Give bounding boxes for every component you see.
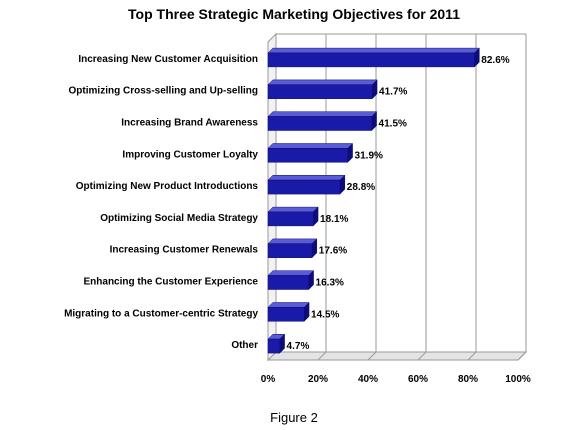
bar <box>267 84 373 99</box>
category-label: Improving Customer Loyalty <box>122 149 258 160</box>
gridline-floor <box>367 351 377 361</box>
bar-top <box>267 206 319 213</box>
bar-value-label: 16.3% <box>316 278 344 289</box>
bar-value-label: 14.5% <box>311 309 339 320</box>
bar-top <box>267 302 310 308</box>
bar <box>267 52 475 68</box>
bar <box>267 211 314 227</box>
bar-value-label: 17.6% <box>319 246 347 257</box>
gridline-floor <box>467 351 477 361</box>
bar <box>267 179 341 195</box>
bar-top <box>267 111 378 117</box>
bar-value-label: 41.5% <box>379 119 407 130</box>
bar <box>267 275 309 290</box>
bar <box>267 307 305 322</box>
figure-caption: Figure 2 <box>270 410 318 425</box>
x-tick-label: 60% <box>408 374 428 385</box>
category-label: Increasing Customer Renewals <box>110 245 259 256</box>
category-label: Optimizing Social Media Strategy <box>100 213 258 224</box>
gridline-floor <box>517 351 527 361</box>
category-label: Enhancing the Customer Experience <box>84 277 259 288</box>
bar-value-label: 4.7% <box>287 341 310 352</box>
category-label: Optimizing Cross-selling and Up-selling <box>69 86 258 97</box>
bar-top <box>267 47 480 54</box>
bar <box>267 148 348 163</box>
category-label: Increasing Brand Awareness <box>121 118 258 129</box>
x-tick-label: 80% <box>458 374 478 385</box>
x-tick-label: 20% <box>308 374 328 385</box>
plot-floor <box>266 351 528 361</box>
bar-value-label: 82.6% <box>481 55 509 66</box>
category-label: Increasing New Customer Acquisition <box>78 54 258 65</box>
bar-top <box>267 238 318 244</box>
bar <box>267 338 280 354</box>
bar-top <box>267 270 315 276</box>
bar-value-label: 31.9% <box>355 150 383 161</box>
bar-value-label: 18.1% <box>320 214 348 225</box>
x-tick-label: 100% <box>505 374 531 385</box>
chart-title: Top Three Strategic Marketing Objectives… <box>128 6 460 22</box>
category-label: Other <box>231 340 258 351</box>
gridline-floor <box>417 351 427 361</box>
bar-value-label: 28.8% <box>347 182 375 193</box>
x-tick-label: 0% <box>261 374 276 385</box>
category-label: Optimizing New Product Introductions <box>76 181 259 192</box>
bar-top <box>267 175 346 181</box>
gridline-floor <box>317 351 327 361</box>
x-tick-label: 40% <box>358 374 378 385</box>
bar <box>267 243 313 258</box>
bar-top <box>267 79 378 85</box>
bar-value-label: 41.7% <box>379 87 407 98</box>
bar-top <box>267 143 354 149</box>
category-label: Migrating to a Customer-centric Strategy <box>64 308 258 319</box>
bar <box>267 116 372 131</box>
